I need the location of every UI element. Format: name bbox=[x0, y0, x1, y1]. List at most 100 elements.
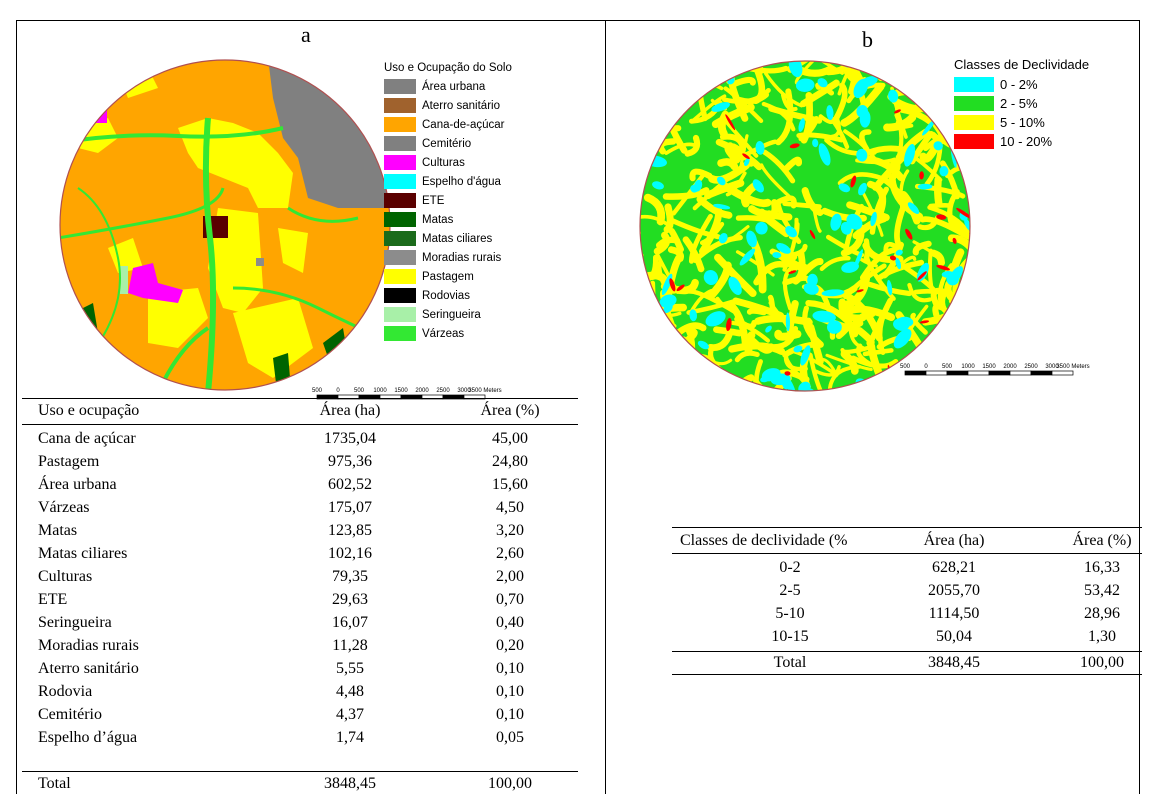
table-cell: Seringueira bbox=[38, 614, 112, 631]
table-cell: Pastagem bbox=[38, 453, 100, 470]
table-cell: 3,20 bbox=[496, 522, 524, 539]
legend-swatch bbox=[384, 79, 416, 94]
land-use-legend-item: ETE bbox=[384, 191, 512, 210]
table-b-bottom-rule bbox=[672, 674, 1142, 675]
legend-swatch bbox=[954, 96, 994, 111]
legend-swatch bbox=[384, 174, 416, 189]
land-use-legend-item: Cemitério bbox=[384, 134, 512, 153]
scale-label: 0 bbox=[336, 388, 340, 394]
table-cell: Total bbox=[38, 775, 71, 792]
table-cell: 0,20 bbox=[496, 637, 524, 654]
land-use-legend-item: Espelho d'água bbox=[384, 172, 512, 191]
scale-label: 3500 Meters bbox=[1056, 364, 1089, 370]
figure-frame bbox=[16, 20, 1140, 794]
legend-label: Aterro sanitário bbox=[422, 99, 500, 112]
legend-label: Cana-de-açúcar bbox=[422, 118, 505, 131]
legend-label: 10 - 20% bbox=[1000, 134, 1053, 149]
table-cell: 15,60 bbox=[492, 476, 528, 493]
table-cell: 4,50 bbox=[496, 499, 524, 516]
legend-swatch bbox=[384, 136, 416, 151]
legend-swatch bbox=[954, 77, 994, 92]
land-use-legend-item: Rodovias bbox=[384, 286, 512, 305]
table-cell: Classes de declividade (% bbox=[680, 532, 848, 549]
scale-label: 0 bbox=[924, 364, 928, 370]
scale-segment bbox=[1051, 370, 1074, 376]
table-cell: 1,30 bbox=[1088, 628, 1116, 645]
legend-label: Área urbana bbox=[422, 80, 486, 93]
slope-legend-title: Classes de Declividade bbox=[954, 57, 1090, 72]
scale-segment bbox=[988, 370, 1011, 376]
table-cell: Várzeas bbox=[38, 499, 90, 516]
table-b-total-rule bbox=[672, 651, 1142, 652]
table-cell: 79,35 bbox=[332, 568, 368, 585]
table-cell: Cana de açúcar bbox=[38, 430, 136, 447]
table-cell: 16,33 bbox=[1084, 559, 1120, 576]
legend-label: 5 - 10% bbox=[1000, 115, 1045, 130]
scale-label: 3000 bbox=[457, 388, 471, 394]
table-cell: 2,60 bbox=[496, 545, 524, 562]
table-cell: 4,48 bbox=[336, 683, 364, 700]
table-cell: 100,00 bbox=[488, 775, 532, 792]
table-b-top-rule bbox=[672, 527, 1142, 528]
land-use-legend-item: Aterro sanitário bbox=[384, 96, 512, 115]
table-cell: 0,40 bbox=[496, 614, 524, 631]
land-use-legend-item: Culturas bbox=[384, 153, 512, 172]
table-cell: Culturas bbox=[38, 568, 93, 585]
scale-label: 500 bbox=[942, 364, 953, 370]
legend-label: Seringueira bbox=[422, 308, 481, 321]
land-use-legend-item: Cana-de-açúcar bbox=[384, 115, 512, 134]
scale-label: 500 bbox=[900, 364, 911, 370]
land-use-legend-title: Uso e Ocupação do Solo bbox=[384, 62, 512, 74]
table-cell: Área (ha) bbox=[319, 402, 381, 419]
land-use-legend-item: Seringueira bbox=[384, 305, 512, 324]
table-cell: 100,00 bbox=[1080, 654, 1124, 671]
table-cell: 1,74 bbox=[336, 729, 364, 746]
table-cell: 628,21 bbox=[932, 559, 976, 576]
table-cell: 975,36 bbox=[328, 453, 372, 470]
table-cell: 2-5 bbox=[779, 582, 801, 599]
legend-swatch bbox=[954, 115, 994, 130]
table-cell: Aterro sanitário bbox=[38, 660, 139, 677]
table-a-top-rule bbox=[22, 398, 578, 399]
table-cell: 3848,45 bbox=[928, 654, 980, 671]
legend-label: ETE bbox=[422, 194, 445, 207]
scale-label: 1000 bbox=[961, 364, 975, 370]
legend-label: 2 - 5% bbox=[1000, 96, 1038, 111]
table-cell: 102,16 bbox=[328, 545, 372, 562]
table-cell: 5-10 bbox=[775, 605, 805, 622]
table-cell: 45,00 bbox=[492, 430, 528, 447]
legend-swatch bbox=[384, 288, 416, 303]
scale-segment bbox=[463, 394, 486, 400]
legend-swatch bbox=[384, 193, 416, 208]
legend-swatch bbox=[384, 98, 416, 113]
land-use-legend-item: Matas ciliares bbox=[384, 229, 512, 248]
scale-segment bbox=[1009, 370, 1032, 376]
scale-label: 1000 bbox=[373, 388, 387, 394]
table-cell: 53,42 bbox=[1084, 582, 1120, 599]
slope-legend-item: 5 - 10% bbox=[954, 113, 1089, 132]
slope-legend-item: 2 - 5% bbox=[954, 94, 1089, 113]
table-cell: 50,04 bbox=[936, 628, 972, 645]
table-cell: 1114,50 bbox=[928, 605, 980, 622]
slope-legend: Classes de Declividade 0 - 2% 2 - 5% 5 - 1… bbox=[954, 57, 1089, 151]
table-cell: Uso e ocupação bbox=[38, 402, 140, 419]
legend-swatch bbox=[384, 326, 416, 341]
slope-map bbox=[639, 60, 971, 392]
scale-label: 500 bbox=[354, 388, 365, 394]
table-cell: 29,63 bbox=[332, 591, 368, 608]
table-cell: 123,85 bbox=[328, 522, 372, 539]
table-cell: ETE bbox=[38, 591, 68, 608]
legend-label: Espelho d'água bbox=[422, 175, 501, 188]
table-b-header-rule bbox=[672, 553, 1142, 554]
table-cell: Total bbox=[773, 654, 807, 671]
legend-label: Cemitério bbox=[422, 137, 472, 150]
table-cell: 11,28 bbox=[332, 637, 368, 654]
legend-swatch bbox=[954, 134, 994, 149]
scale-segment bbox=[1030, 370, 1053, 376]
land-use-legend: Uso e Ocupação do Solo Área urbana Aterro… bbox=[384, 62, 512, 343]
table-cell: 3848,45 bbox=[324, 775, 376, 792]
scale-label: 2000 bbox=[1003, 364, 1017, 370]
table-cell: 0,05 bbox=[496, 729, 524, 746]
legend-label: Culturas bbox=[422, 156, 465, 169]
